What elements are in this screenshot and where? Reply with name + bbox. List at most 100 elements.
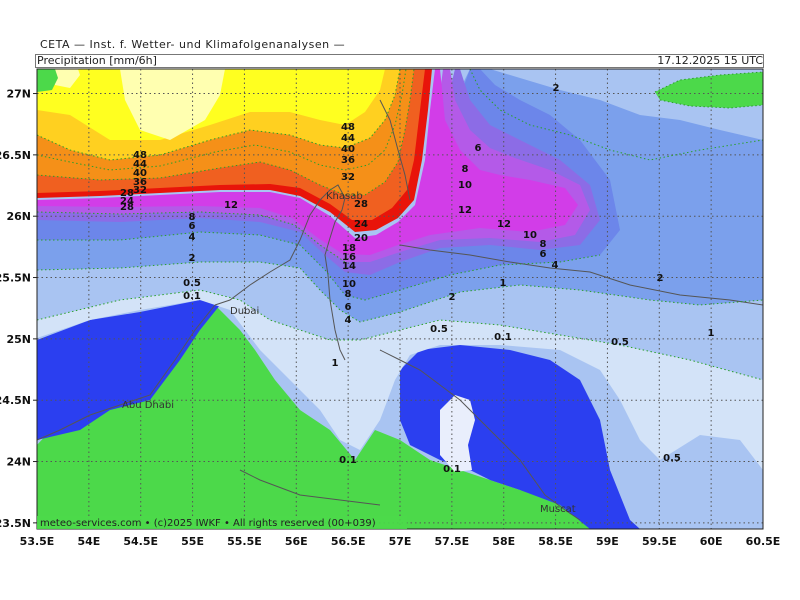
lon-tick-label: 55.5E [227, 535, 262, 548]
contour-value-label: 6 [189, 221, 196, 232]
contour-value-label: 6 [540, 249, 547, 260]
lat-tick-label: 27N [6, 88, 31, 101]
contour-value-label: 4 [189, 232, 196, 243]
contour-value-label: 8 [462, 164, 469, 175]
contour-value-label: 8 [345, 289, 352, 300]
field-land-northwest [37, 69, 58, 92]
lon-tick-label: 58E [492, 535, 515, 548]
contour-value-label: 2 [449, 292, 456, 303]
contour-value-label: 32 [341, 172, 355, 183]
contour-value-label: 18 [342, 243, 356, 254]
contour-value-label: 4 [345, 315, 352, 326]
lat-tick-label: 23.5N [0, 517, 31, 530]
field-deepblue [37, 300, 220, 440]
contour-value-label: 14 [342, 261, 356, 272]
contour-value-label: 20 [354, 233, 368, 244]
contour-value-label: 6 [475, 143, 482, 154]
city-label: Abu Dhabi [122, 400, 174, 411]
contour-value-label: 1 [332, 358, 339, 369]
contour-value-label: 0.1 [494, 332, 512, 343]
contour-labels: 4844403632282428484440363228242018161410… [120, 83, 714, 475]
lat-tick-label: 26N [6, 210, 31, 223]
lat-tick-label: 24.5N [0, 394, 31, 407]
contour-value-label: 1 [500, 278, 507, 289]
contour-value-label: 24 [354, 219, 368, 230]
field-magenta [37, 69, 578, 255]
map-fields [37, 69, 763, 529]
field-land [37, 305, 640, 529]
field-deepblue-east [400, 345, 640, 529]
contour-lines [37, 69, 763, 381]
field-midblue [37, 69, 763, 322]
lon-tick-label: 58.5E [538, 535, 573, 548]
lon-tick-label: 56.5E [331, 535, 366, 548]
city-label: Muscat [540, 504, 576, 515]
map-gridlines [37, 69, 763, 529]
lon-tick-label: 54E [77, 535, 100, 548]
contour-value-label: 0.1 [183, 291, 201, 302]
contour-value-label: 40 [133, 168, 147, 179]
contour-value-label: 2 [189, 253, 196, 264]
subtitle-frame [35, 54, 764, 68]
contour-value-label: 0.5 [430, 324, 448, 335]
contour-value-label: 0.1 [339, 455, 357, 466]
city-labels: Khasab Dubai Abu Dhabi Muscat [122, 191, 576, 515]
contour-value-label: 6 [345, 302, 352, 313]
city-label: Khasab [326, 191, 363, 202]
credit-text: meteo-services.com • (c)2025 IWKF • All … [40, 518, 376, 529]
field-clear-hole [440, 395, 475, 472]
contour-value-label: 24 [120, 196, 134, 207]
contour-value-label: 0.5 [183, 278, 201, 289]
lon-tick-label: 56E [285, 535, 308, 548]
contour-value-label: 12 [458, 205, 472, 216]
field-paleyellow-small [50, 69, 80, 88]
contour-value-label: 28 [120, 188, 134, 199]
contour-value-label: 40 [341, 144, 355, 155]
lon-tick-label: 57E [389, 535, 412, 548]
contour-value-label: 44 [341, 133, 355, 144]
field-land-northeast [655, 72, 763, 108]
contour-value-label: 10 [458, 180, 472, 191]
lat-tick-label: 24N [6, 456, 31, 469]
contour-value-label: 36 [341, 155, 355, 166]
contour-value-label: 10 [342, 279, 356, 290]
contour-value-label: 1 [708, 328, 715, 339]
lon-tick-label: 53.5E [20, 535, 55, 548]
contour-value-label: 32 [133, 185, 147, 196]
contour-value-label: 0.5 [663, 453, 681, 464]
lon-tick-label: 57.5E [435, 535, 470, 548]
lon-tick-label: 55E [181, 535, 204, 548]
contour-value-label: 44 [133, 159, 147, 170]
lon-tick-label: 60.5E [746, 535, 781, 548]
contour-value-label: 8 [189, 212, 196, 223]
contour-value-label: 2 [553, 83, 560, 94]
chart-title: CETA — Inst. f. Wetter- und Klimafolgena… [40, 38, 346, 51]
contour-value-label: 48 [133, 150, 147, 161]
valid-time: 17.12.2025 15 UTC [657, 54, 763, 67]
lat-tick-label: 26.5N [0, 149, 31, 162]
lon-tick-label: 59.5E [642, 535, 677, 548]
contour-value-label: 12 [497, 219, 511, 230]
coastline [37, 99, 763, 521]
lon-tick-label: 54.5E [123, 535, 158, 548]
contour-value-label: 10 [523, 230, 537, 241]
contour-value-label: 8 [540, 239, 547, 250]
contour-value-label: 4 [552, 260, 559, 271]
lat-tick-label: 25N [6, 333, 31, 346]
contour-value-label: 16 [342, 252, 356, 263]
parameter-label: Precipitation [mm/6h] [37, 54, 157, 67]
longitude-axis: 53.5E 54E 54.5E 55E 55.5E 56E 56.5E 57E 57.5E 58E… [20, 535, 781, 548]
lon-tick-label: 60E [700, 535, 723, 548]
contour-value-label: 28 [354, 199, 368, 210]
latitude-axis: 27N 26.5N 26N 25.5N 25N 24.5N 24N 23.5N [0, 88, 37, 530]
city-label: Dubai [230, 306, 259, 317]
contour-value-label: 12 [224, 200, 238, 211]
contour-value-label: 28 [120, 202, 134, 213]
lat-tick-label: 25.5N [0, 272, 31, 285]
lon-tick-label: 59E [596, 535, 619, 548]
credit-background [37, 516, 407, 529]
contour-value-label: 0.1 [443, 464, 461, 475]
contour-value-label: 2 [657, 273, 664, 284]
contour-value-label: 0.5 [611, 337, 629, 348]
